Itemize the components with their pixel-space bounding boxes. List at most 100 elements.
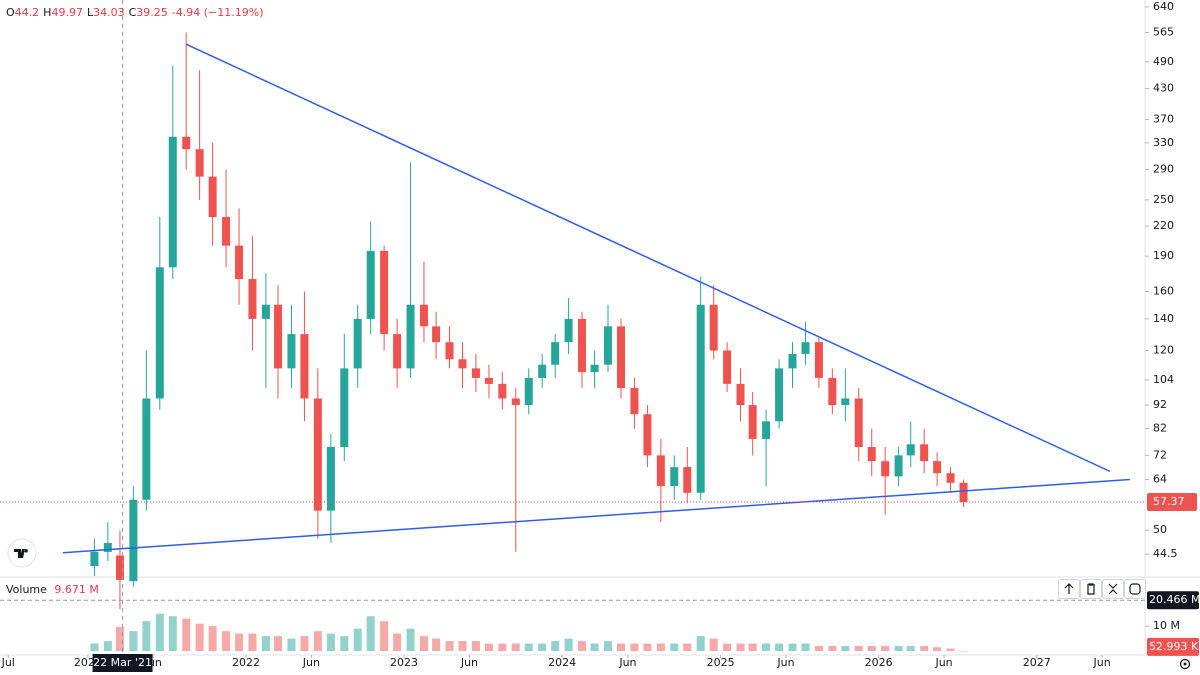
volume-bar	[762, 643, 771, 651]
y-tick-label: 64	[1153, 473, 1167, 486]
volume-bar	[814, 646, 823, 651]
y-tick-label: 44.5	[1153, 547, 1178, 560]
volume-bar	[182, 618, 191, 651]
x-tick-label: 2023	[390, 656, 418, 669]
candle-body	[854, 398, 863, 447]
volume-bar	[538, 643, 547, 651]
y-tick-label: 104	[1153, 373, 1174, 386]
volume-bar	[775, 643, 784, 651]
volume-bar	[894, 646, 903, 651]
legend-value: 34.03	[93, 6, 125, 19]
candle-body	[511, 398, 520, 406]
volume-bar	[366, 616, 375, 651]
candle-body	[222, 216, 231, 246]
volume-bar	[736, 643, 745, 651]
candle-body	[841, 398, 850, 406]
volume-bar	[90, 643, 99, 651]
volume-bar	[881, 646, 890, 651]
icon	[1108, 583, 1118, 595]
maximize-button[interactable]	[1124, 579, 1146, 599]
settings-icon-center	[1183, 662, 1187, 666]
volume-bar	[959, 650, 968, 652]
volume-bar	[261, 636, 270, 651]
candle-body	[406, 304, 415, 369]
volume-bar	[129, 631, 138, 651]
candle-body	[471, 368, 480, 378]
volume-title: Volume	[6, 583, 47, 596]
volume-bar	[604, 641, 613, 651]
x-tick-label: Jun	[776, 656, 794, 669]
collapse-button[interactable]	[1102, 579, 1124, 599]
volume-bar	[471, 641, 480, 651]
candle-body	[604, 326, 613, 365]
volume-bar	[287, 638, 296, 651]
candle-body	[432, 326, 441, 343]
volume-bar	[208, 626, 217, 651]
candle-body	[906, 444, 915, 456]
icon	[1129, 583, 1141, 595]
volume-bar	[313, 631, 322, 651]
volume-bar	[643, 643, 652, 651]
logo	[7, 538, 37, 568]
move-up-button[interactable]	[1058, 579, 1080, 599]
candle-body	[261, 304, 270, 319]
x-tick-label: Jun	[1093, 656, 1111, 669]
candle-body	[313, 398, 322, 511]
y2-tick-label: 10 M	[1153, 619, 1180, 632]
candle-body	[419, 304, 428, 327]
last-price-badge	[1147, 493, 1197, 512]
volume-marker-label: 20.466 M	[1149, 593, 1200, 606]
candle-body	[274, 304, 283, 369]
candle-body	[630, 387, 639, 415]
candle-body	[340, 368, 349, 447]
candle-body	[814, 342, 823, 378]
x-tick-label: Jun	[302, 656, 320, 669]
volume-bar	[511, 643, 520, 651]
candle-body	[484, 377, 493, 384]
candle-body	[894, 455, 903, 477]
candle-body	[182, 136, 191, 150]
volume-bar	[484, 643, 493, 651]
volume-bar	[498, 643, 507, 651]
candle-body	[709, 304, 718, 351]
candle-body	[920, 444, 929, 462]
volume-bar	[564, 638, 573, 651]
y-tick-label: 220	[1153, 219, 1174, 232]
candle-body	[788, 353, 797, 369]
volume-bar	[867, 646, 876, 651]
y-tick-label: 82	[1153, 422, 1167, 435]
volume-bar	[630, 643, 639, 651]
candle-body	[762, 421, 771, 439]
y-tick-label: 430	[1153, 82, 1174, 95]
icon	[1087, 583, 1095, 595]
y-tick-label: 160	[1153, 284, 1174, 297]
x-tick-label: 2024	[548, 656, 576, 669]
volume-bar	[222, 631, 231, 651]
candle-body	[129, 499, 138, 582]
delete-button[interactable]	[1080, 579, 1102, 599]
volume-bar	[683, 643, 692, 651]
volume-bar	[300, 636, 309, 651]
candle-body	[683, 467, 692, 493]
y-tick-label: 565	[1153, 26, 1174, 39]
last-price-label: 57.37	[1153, 495, 1185, 508]
candle-body	[366, 250, 375, 319]
legend-key: H	[43, 6, 52, 19]
volume-bar	[168, 616, 177, 651]
candle-body	[748, 405, 757, 439]
y-tick-label: 120	[1153, 344, 1174, 357]
y-tick-label: 140	[1153, 312, 1174, 325]
y-tick-label: 92	[1153, 398, 1167, 411]
candle-body	[801, 342, 810, 354]
legend-value: 39.25	[136, 6, 168, 19]
legend-key: C	[128, 6, 137, 19]
volume-bar	[393, 633, 402, 651]
y-tick-label: 290	[1153, 162, 1174, 175]
y-tick-label: 330	[1153, 136, 1174, 149]
candle-body	[617, 326, 626, 388]
settings-icon	[1179, 658, 1191, 670]
legend-key: L	[86, 6, 94, 19]
volume-bar	[709, 638, 718, 651]
